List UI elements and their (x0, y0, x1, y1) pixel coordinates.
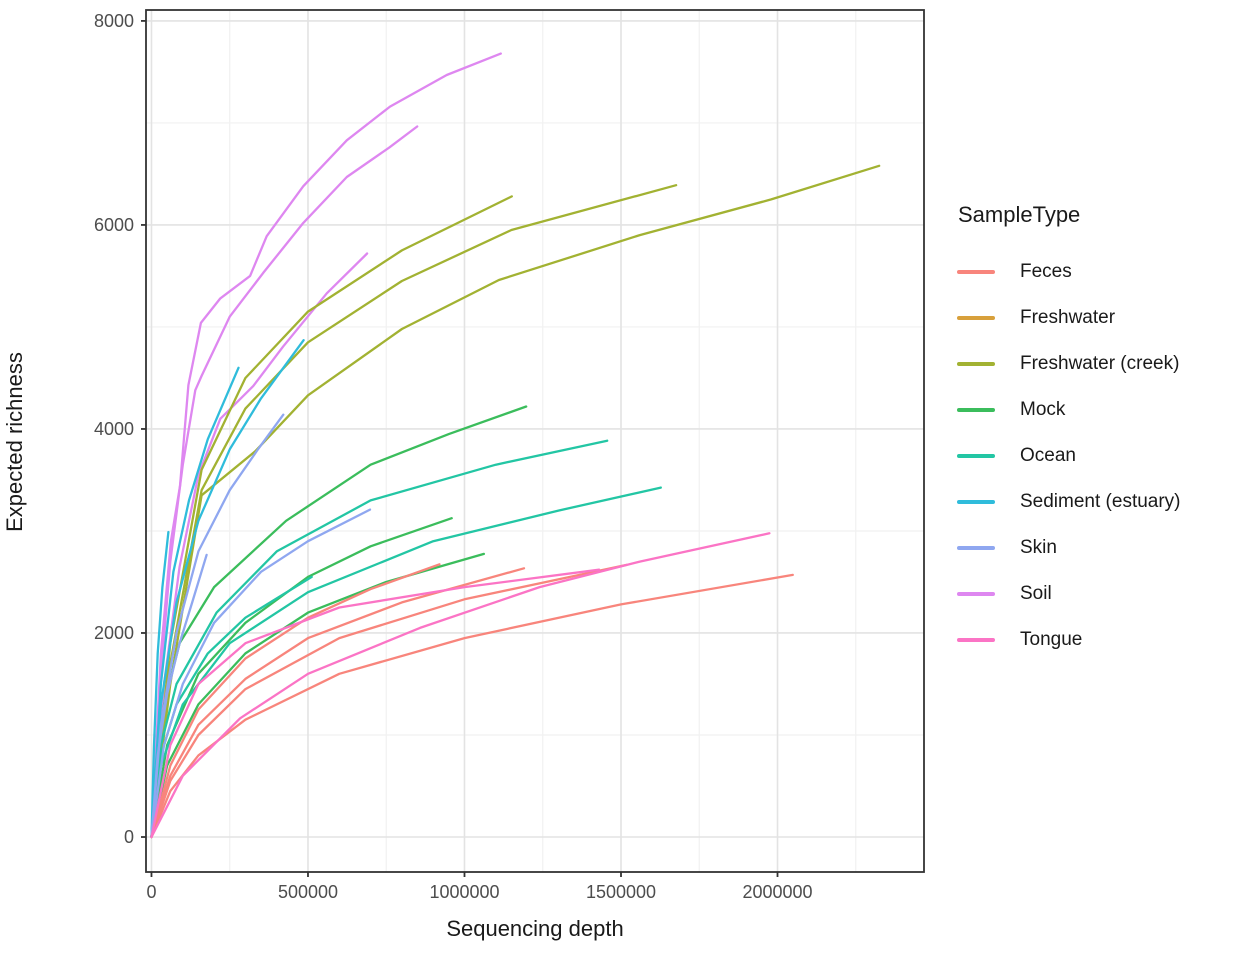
legend-key-line (957, 500, 995, 504)
legend-key-line (957, 408, 995, 412)
legend-item-label: Soil (1020, 583, 1052, 604)
legend-key-line (957, 270, 995, 274)
x-tick-label: 1500000 (586, 882, 656, 902)
legend-key-line (957, 454, 995, 458)
legend-item: Sediment (estuary) (952, 488, 1242, 516)
legend-item: Tongue (952, 626, 1242, 654)
curve-tongue (150, 532, 771, 839)
legend-item-label: Feces (1020, 261, 1072, 282)
x-axis-title: Sequencing depth (446, 916, 624, 941)
legend-item: Soil (952, 580, 1242, 608)
legend-item-label: Skin (1020, 537, 1057, 558)
curve-feces (150, 563, 441, 839)
curve-ocean (150, 439, 609, 839)
curve-soil (150, 125, 419, 839)
y-axis-title: Expected richness (2, 352, 27, 532)
y-tick-label: 8000 (94, 11, 134, 31)
y-tick-label: 4000 (94, 419, 134, 439)
curve-freshwater-creek- (150, 164, 881, 839)
legend-key-line (957, 638, 995, 642)
plot-panel (146, 10, 924, 872)
legend-key-line (957, 316, 995, 320)
legend-item-label: Tongue (1020, 629, 1083, 650)
legend-item: Skin (952, 534, 1242, 562)
curve-sediment-estuary- (150, 530, 170, 839)
legend-item-label: Sediment (estuary) (1020, 491, 1181, 512)
legend-item: Mock (952, 396, 1242, 424)
legend-item: Feces (952, 258, 1242, 286)
curve-skin (150, 508, 372, 839)
curve-feces (150, 563, 628, 839)
legend-key-line (957, 362, 995, 366)
curve-tongue (150, 568, 601, 839)
curve-feces (150, 567, 526, 839)
legend-item-label: Freshwater (1020, 307, 1116, 328)
curve-feces (150, 573, 794, 839)
curve-skin (150, 413, 285, 839)
legend-key-line (957, 546, 995, 550)
legend-item-label: Mock (1020, 399, 1066, 420)
legend-item: Freshwater (952, 304, 1242, 332)
panel-border (145, 9, 925, 873)
x-tick-label: 500000 (278, 882, 338, 902)
curve-sediment-estuary- (150, 366, 240, 839)
curve-sediment-estuary- (150, 339, 305, 839)
legend-title: SampleType (958, 202, 1081, 227)
curve-ocean (150, 575, 313, 839)
legend-item: Ocean (952, 442, 1242, 470)
legend-item-label: Ocean (1020, 445, 1076, 466)
legend-key-line (957, 592, 995, 596)
y-tick-label: 6000 (94, 215, 134, 235)
legend-rows: Feces Freshwater Freshwater (creek) Mock Oce… (952, 258, 1242, 654)
curve-soil (150, 52, 502, 839)
x-tick-label: 1000000 (429, 882, 499, 902)
legend-item-label: Freshwater (creek) (1020, 353, 1180, 374)
legend: SampleType Feces Freshwater Freshwater (cr… (952, 202, 1242, 672)
y-tick-label: 2000 (94, 623, 134, 643)
x-tick-label: 2000000 (742, 882, 812, 902)
legend-item: Freshwater (creek) (952, 350, 1242, 378)
curve-skin (150, 553, 208, 839)
x-tick-label: 0 (146, 882, 156, 902)
curve-ocean (150, 486, 662, 839)
y-tick-label: 0 (124, 827, 134, 847)
